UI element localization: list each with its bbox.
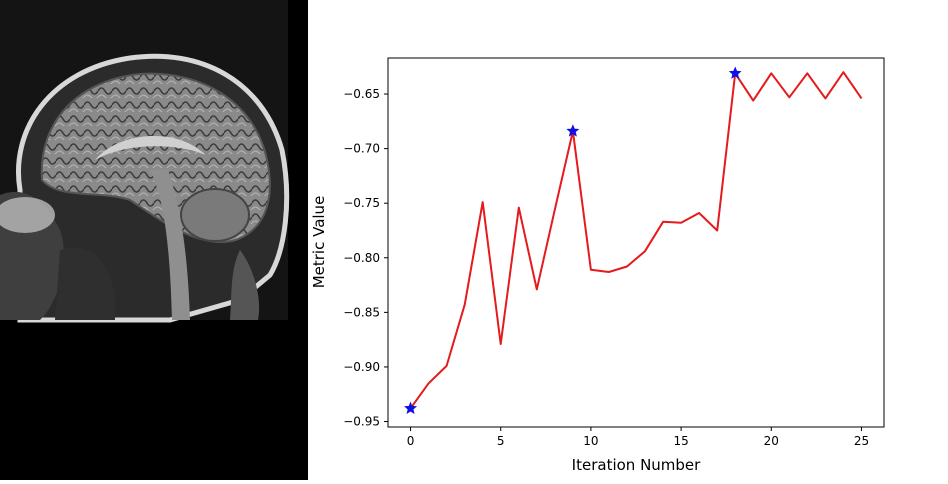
y-axis: −0.95 −0.90 −0.85 −0.80 −0.75 −0.70 −0.65	[343, 87, 388, 429]
y-tick-label: −0.95	[343, 415, 380, 429]
x-tick-label: 15	[673, 434, 688, 448]
image-panel	[0, 0, 308, 480]
x-tick-label: 10	[583, 434, 598, 448]
y-tick-label: −0.80	[343, 251, 380, 265]
y-tick-label: −0.90	[343, 360, 380, 374]
star-marker	[404, 401, 418, 414]
series-layer	[409, 71, 863, 409]
x-axis: 0 5 10 15 20 25	[407, 427, 869, 448]
y-tick-label: −0.75	[343, 196, 380, 210]
x-tick-label: 0	[407, 434, 415, 448]
x-axis-title: Iteration Number	[572, 456, 701, 474]
x-tick-label: 20	[764, 434, 779, 448]
star-marker	[728, 66, 742, 79]
y-tick-label: −0.65	[343, 87, 380, 101]
marker-layer	[404, 66, 742, 414]
y-axis-title: Metric Value	[310, 196, 328, 289]
brain-mri-sagittal-image	[0, 0, 290, 323]
x-tick-label: 25	[854, 434, 869, 448]
series-line	[409, 71, 863, 409]
x-tick-label: 5	[497, 434, 505, 448]
y-tick-label: −0.85	[343, 305, 380, 319]
y-tick-label: −0.70	[343, 142, 380, 156]
plot-area	[387, 57, 885, 428]
axes-frame	[387, 57, 885, 428]
star-marker	[566, 124, 580, 137]
